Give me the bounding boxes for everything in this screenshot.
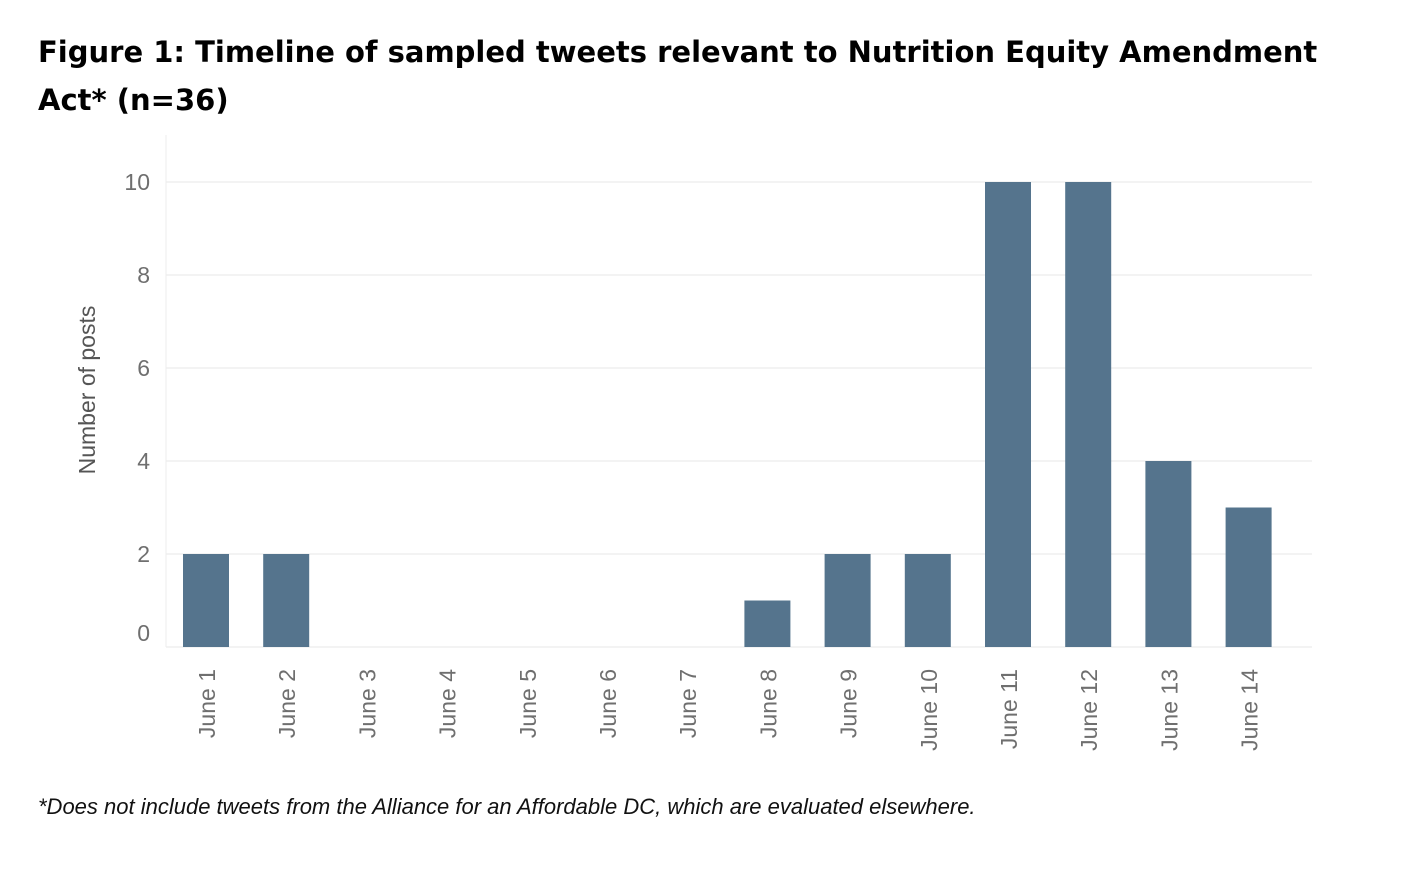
footnote: *Does not include tweets from the Allian… <box>38 794 976 819</box>
x-tick-label: June 8 <box>755 669 781 738</box>
bar <box>985 182 1031 647</box>
gridlines <box>165 135 1312 648</box>
bar <box>824 554 871 647</box>
x-tick-label: June 9 <box>836 669 862 738</box>
x-tick-label: June 10 <box>916 669 942 751</box>
y-tick-label: 0 <box>137 620 150 646</box>
x-tick-label: June 4 <box>435 669 461 738</box>
bar <box>1065 182 1112 647</box>
x-tick-label: June 13 <box>1156 669 1182 751</box>
x-tick-label: June 1 <box>194 669 220 738</box>
bar <box>1145 461 1192 647</box>
y-axis-ticks: 0 2 4 6 8 10 <box>124 169 150 646</box>
x-tick-label: June 14 <box>1237 669 1263 751</box>
y-tick-label: 10 <box>124 169 150 195</box>
figure-title: Figure 1: Timeline of sampled tweets rel… <box>38 35 1318 117</box>
bar <box>1225 507 1272 647</box>
y-axis-title: Number of posts <box>74 306 100 475</box>
x-tick-label: June 3 <box>354 669 380 738</box>
x-tick-label: June 5 <box>515 669 541 738</box>
bars <box>183 182 1272 647</box>
y-tick-label: 2 <box>137 541 150 567</box>
x-tick-label: June 11 <box>996 669 1022 749</box>
bar <box>263 554 310 647</box>
bar <box>904 554 951 647</box>
bar <box>183 554 229 647</box>
y-tick-label: 4 <box>137 448 150 474</box>
y-tick-label: 8 <box>137 262 150 288</box>
x-tick-label: June 7 <box>675 669 701 738</box>
x-tick-label: June 2 <box>274 669 300 738</box>
x-tick-label: June 6 <box>595 669 621 738</box>
y-tick-label: 6 <box>137 355 150 381</box>
x-tick-label: June 12 <box>1076 669 1102 751</box>
bar <box>744 600 791 647</box>
x-axis-ticks: June 1 June 2 June 3 June 4 June 5 June 6 June… <box>194 669 1263 751</box>
